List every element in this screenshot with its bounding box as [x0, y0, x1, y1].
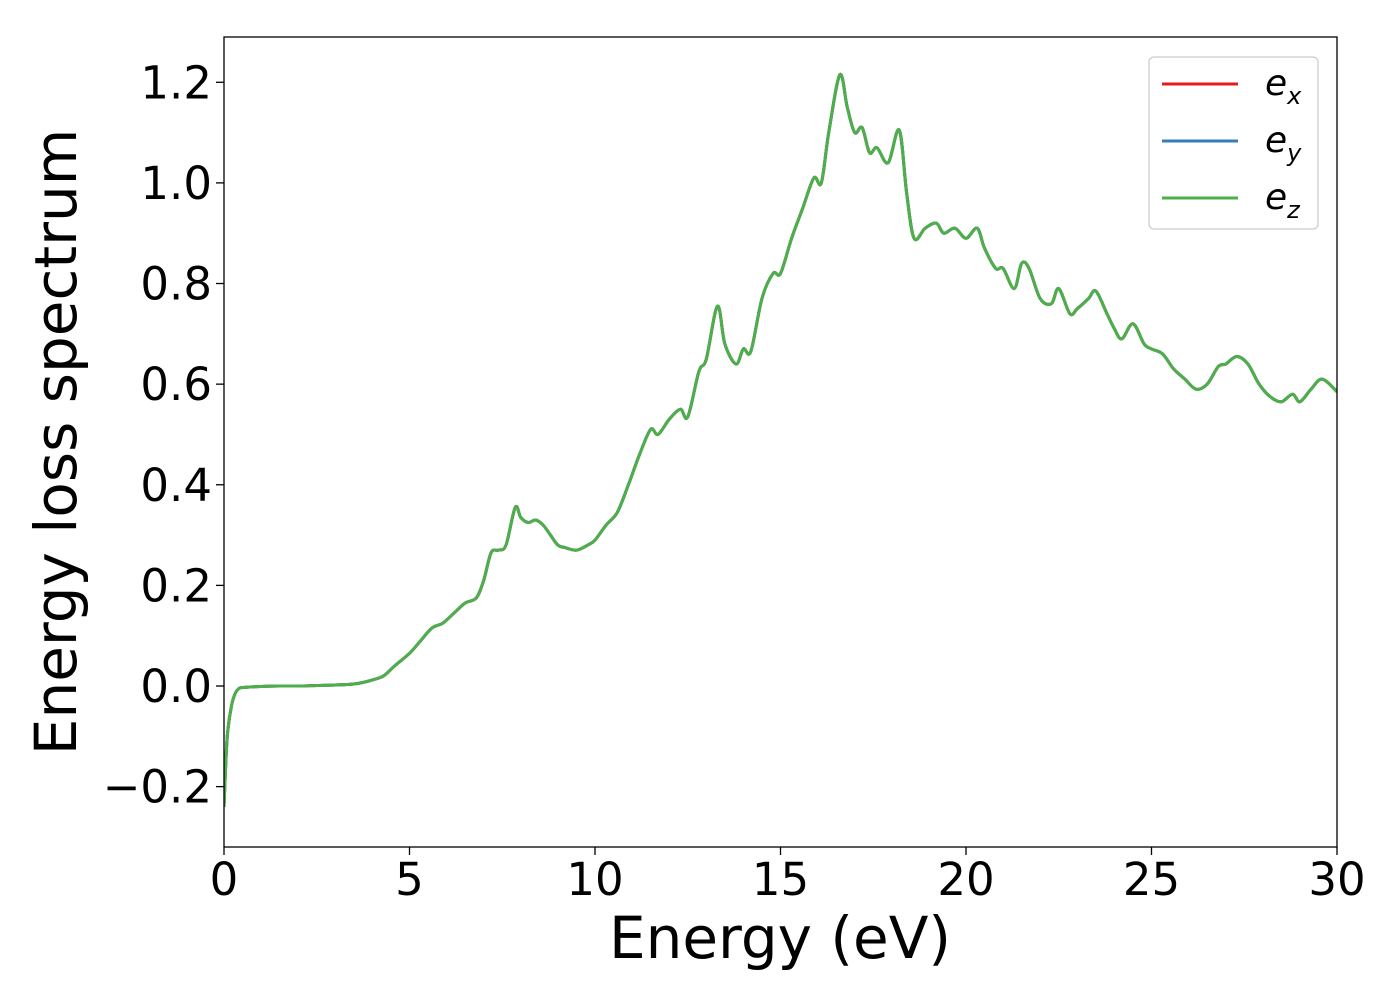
series-line-e-z: [224, 73, 1337, 807]
x-axis-title: Energy (eV): [609, 904, 951, 972]
y-axis-ticks: −0.2 0.0 0.2 0.4 0.6 0.8 1.0 1.2: [103, 56, 224, 814]
legend-label-e-y: ey: [1265, 120, 1302, 167]
x-tick-label: 30: [1308, 853, 1365, 906]
legend-box: [1148, 56, 1319, 230]
legend-label-e-x: ex: [1265, 63, 1302, 110]
x-tick-label: 15: [752, 853, 809, 906]
x-tick-label: 20: [937, 853, 994, 906]
y-tick-label: 0.8: [140, 258, 212, 311]
y-tick-label: 0.0: [140, 660, 212, 713]
y-tick-label: 1.2: [140, 56, 212, 109]
x-tick-label: 5: [395, 853, 424, 906]
series-layer: [224, 73, 1337, 807]
y-tick-label: 0.6: [140, 358, 212, 411]
y-tick-label: −0.2: [103, 761, 212, 814]
legend: ex ey ez: [1148, 56, 1319, 230]
x-tick-label: 25: [1123, 853, 1180, 906]
legend-label-e-z: ez: [1265, 177, 1301, 224]
x-tick-label: 10: [566, 853, 623, 906]
y-tick-label: 0.4: [140, 459, 212, 512]
y-axis-title: Energy loss spectrum: [22, 129, 90, 755]
legend-entries: ex ey ez: [1162, 63, 1302, 224]
x-axis-ticks: 0 5 10 15 20 25 30: [210, 847, 1366, 906]
y-tick-label: 1.0: [140, 157, 212, 210]
y-tick-label: 0.2: [140, 559, 212, 612]
x-tick-label: 0: [210, 853, 239, 906]
